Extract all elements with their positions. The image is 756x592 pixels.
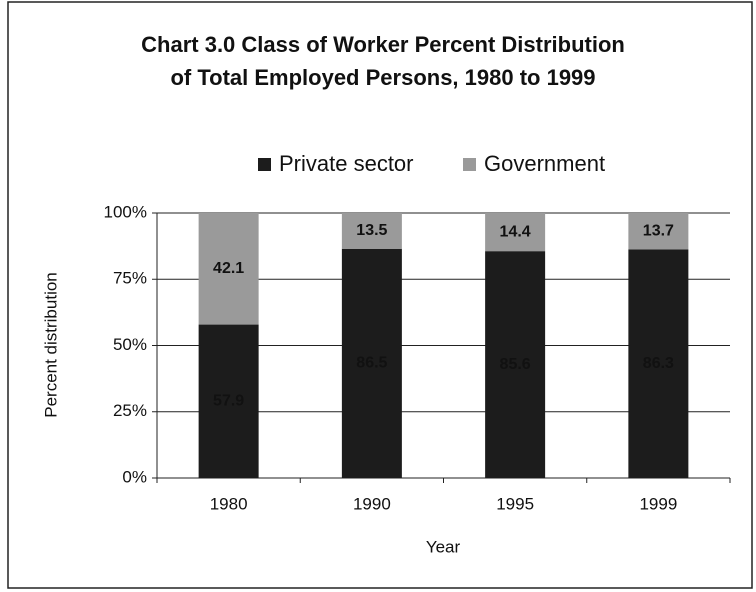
value-label: 86.5: [356, 355, 387, 372]
x-axis-label: Year: [426, 537, 461, 556]
value-label: 86.3: [643, 355, 674, 372]
bar-segment: [628, 213, 689, 250]
legend-label: Government: [484, 151, 605, 176]
bar-segment: [628, 249, 689, 478]
value-label: 42.1: [213, 260, 244, 277]
x-tick-label: 1999: [639, 494, 677, 513]
chart-title: Chart 3.0 Class of Worker Percent Distri…: [141, 32, 625, 57]
y-tick-label: 25%: [113, 401, 147, 420]
y-tick-label: 0%: [122, 467, 147, 486]
bar-segment: [485, 251, 546, 478]
value-label: 14.4: [500, 223, 531, 240]
bar-segment: [341, 248, 402, 478]
bar-segment: [198, 213, 259, 325]
x-tick-label: 1980: [210, 494, 248, 513]
chart-title: of Total Employed Persons, 1980 to 1999: [170, 65, 595, 90]
x-tick-label: 1995: [496, 494, 534, 513]
legend-label: Private sector: [279, 151, 414, 176]
value-label: 13.7: [643, 222, 674, 239]
x-tick-label: 1990: [353, 494, 391, 513]
bar-segment: [198, 324, 259, 478]
value-label: 57.9: [213, 393, 244, 410]
y-tick-label: 75%: [113, 269, 147, 288]
value-label: 85.6: [500, 356, 531, 373]
bar-segment: [485, 213, 546, 252]
y-tick-label: 100%: [104, 202, 147, 221]
bar-segment: [341, 213, 402, 249]
value-label: 13.5: [356, 222, 387, 239]
legend-swatch: [463, 158, 476, 171]
y-tick-label: 50%: [113, 335, 147, 354]
legend-swatch: [258, 158, 271, 171]
y-axis-label: Percent distribution: [41, 272, 60, 418]
